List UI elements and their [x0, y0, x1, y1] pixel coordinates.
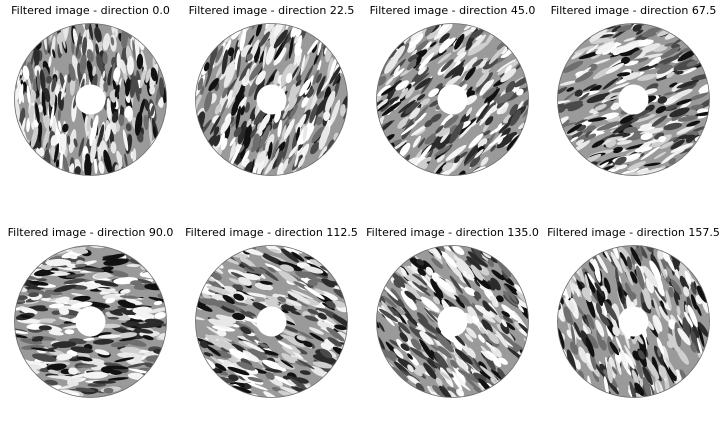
filtered-disc-image: [194, 244, 349, 399]
panel-direction-22-5: Filtered image - direction 22.5: [181, 0, 362, 200]
panel-direction-90: Filtered image - direction 90.0: [0, 222, 181, 422]
filtered-disc-image: [556, 22, 711, 177]
panel-title: Filtered image - direction 157.5: [547, 226, 720, 239]
panel-title: Filtered image - direction 90.0: [7, 226, 174, 239]
panel-direction-67-5: Filtered image - direction 67.5: [543, 0, 724, 200]
panel-title: Filtered image - direction 22.5: [188, 4, 355, 17]
panel-title: Filtered image - direction 67.5: [550, 4, 717, 17]
filtered-disc-image: [13, 244, 168, 399]
panel-direction-157-5: Filtered image - direction 157.5: [543, 222, 724, 422]
panel-title: Filtered image - direction 0.0: [11, 4, 170, 17]
panel-title: Filtered image - direction 45.0: [369, 4, 536, 17]
panel-direction-0: Filtered image - direction 0.0: [0, 0, 181, 200]
panel-title: Filtered image - direction 135.0: [366, 226, 539, 239]
filtered-disc-image: [13, 22, 168, 177]
panel-direction-112-5: Filtered image - direction 112.5: [181, 222, 362, 422]
filtered-disc-image: [375, 22, 530, 177]
panel-direction-45: Filtered image - direction 45.0: [362, 0, 543, 200]
filtered-disc-image: [194, 22, 349, 177]
filtered-disc-image: [556, 244, 711, 399]
panel-title: Filtered image - direction 112.5: [185, 226, 358, 239]
filtered-disc-image: [375, 244, 530, 399]
panel-direction-135: Filtered image - direction 135.0: [362, 222, 543, 422]
